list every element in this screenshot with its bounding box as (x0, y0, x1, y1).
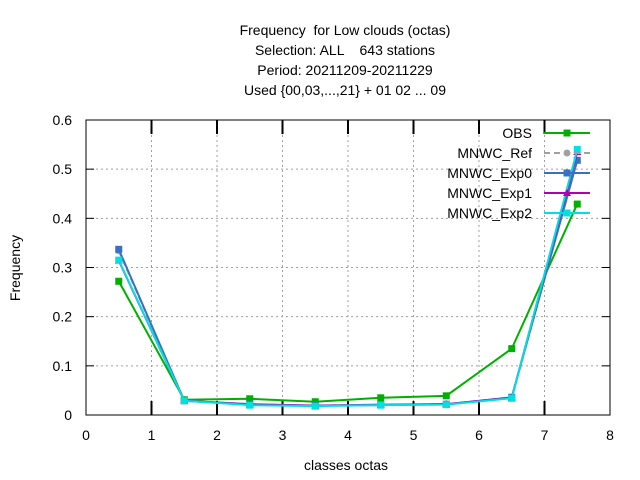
y-tick-label: 0.2 (53, 309, 73, 325)
data-point (573, 146, 581, 153)
legend-marker (563, 209, 571, 217)
data-point (115, 245, 123, 253)
y-tick-labels: 0 0.1 0.2 0.3 0.4 0.5 0.6 (53, 112, 73, 423)
data-point (115, 277, 123, 285)
legend-label: MNWC_Exp1 (447, 185, 532, 201)
y-tick-label: 0.6 (53, 112, 73, 128)
legend-label: MNWC_Exp2 (447, 205, 532, 221)
data-point (246, 395, 254, 403)
x-tick-label: 1 (148, 427, 156, 443)
data-point (573, 200, 581, 208)
data-point (377, 401, 385, 409)
x-tick-label: 8 (606, 427, 614, 443)
x-tick-label: 5 (410, 427, 418, 443)
y-tick-label: 0.4 (53, 210, 73, 226)
series-line (117, 203, 579, 403)
legend-marker (563, 129, 571, 137)
data-point (311, 402, 319, 410)
y-tick-label: 0.3 (53, 260, 73, 276)
axis-ticks (86, 120, 610, 415)
title-line-1: Frequency for Low clouds (octas) (239, 22, 451, 38)
grid-lines (86, 120, 610, 415)
data-point (246, 401, 254, 409)
x-tick-label: 3 (279, 427, 287, 443)
series-line (117, 149, 579, 408)
legend-marker (563, 169, 571, 177)
y-axis-label: Frequency (7, 235, 23, 301)
y-tick-label: 0.5 (53, 161, 73, 177)
x-axis-label: classes octas (304, 457, 388, 473)
title-line-3: Period: 20211209-20211229 (257, 62, 433, 78)
data-point (573, 156, 581, 164)
data-point (508, 345, 516, 353)
data-point (377, 394, 385, 402)
title-line-2: Selection: ALL 643 stations (254, 42, 436, 58)
legend: OBS MNWC_Ref MNWC_Exp0 MNWC_Exp1 MNWC_Exp2 (447, 125, 590, 221)
legend-marker (563, 189, 571, 196)
x-tick-label: 7 (541, 427, 549, 443)
series-mnwc-exp2 (115, 146, 581, 410)
data-point (115, 256, 123, 264)
y-tick-label: 0.1 (53, 358, 73, 374)
data-point (442, 401, 450, 409)
title-line-4: Used {00,03,...,21} + 01 02 ... 09 (244, 82, 446, 98)
data-point (180, 397, 188, 405)
x-tick-labels: 0 1 2 3 4 5 6 7 8 (82, 427, 614, 443)
data-point (442, 392, 450, 400)
series-group (114, 146, 582, 410)
legend-marker (563, 149, 571, 157)
plot-frame (85, 119, 611, 416)
x-tick-label: 2 (213, 427, 221, 443)
x-tick-label: 6 (475, 427, 483, 443)
x-tick-label: 0 (82, 427, 90, 443)
x-tick-label: 4 (344, 427, 352, 443)
chart-title: Frequency for Low clouds (octas) Selecti… (0, 20, 640, 100)
legend-label: OBS (502, 125, 532, 141)
legend-label: MNWC_Ref (457, 145, 532, 161)
data-point (508, 394, 516, 402)
legend-label: MNWC_Exp0 (447, 165, 532, 181)
y-tick-label: 0 (64, 407, 72, 423)
